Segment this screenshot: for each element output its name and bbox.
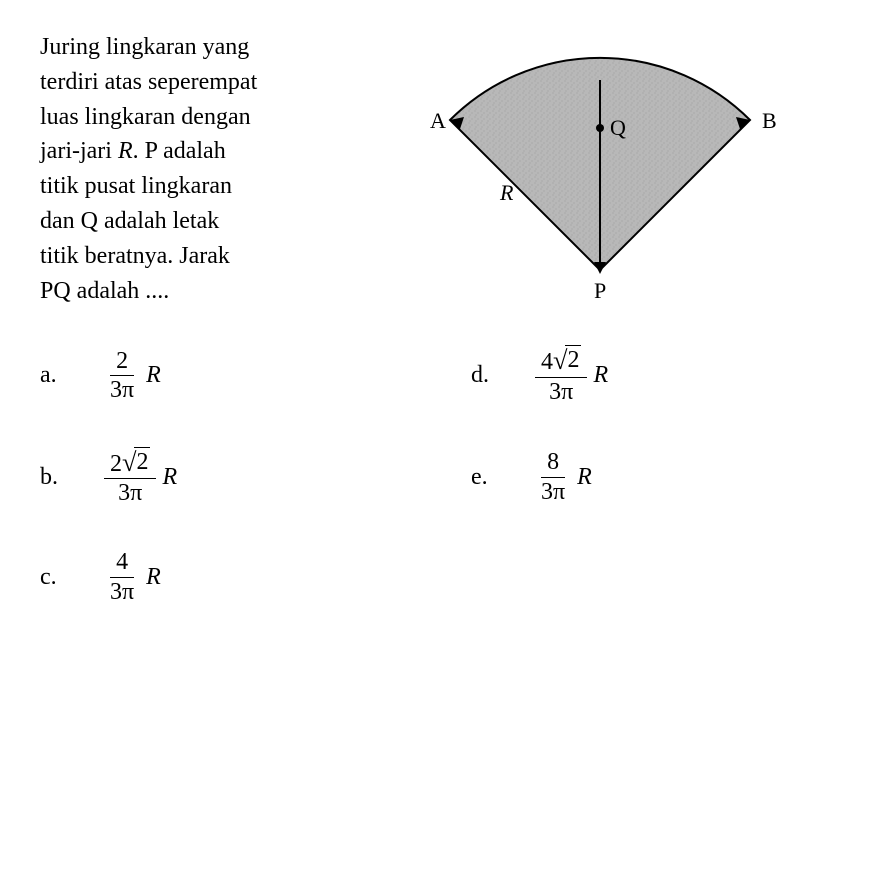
option-c: c. 4 3π R [40, 548, 411, 607]
q-line4r: R [118, 138, 133, 164]
q-line2: terdiri atas seperempat [40, 69, 257, 95]
opt-e-frac: 8 3π [535, 448, 571, 507]
opt-e-num: 8 [541, 448, 565, 478]
q-line7: titik beratnya. Jarak [40, 243, 230, 269]
q-line4a: jari-jari [40, 138, 118, 164]
opt-e-letter: e. [471, 464, 531, 491]
opt-e-trail: R [577, 464, 592, 491]
opt-c-trail: R [146, 564, 161, 591]
opt-b-letter: b. [40, 464, 100, 491]
opt-b-sqrt-arg: 2 [134, 447, 150, 477]
opt-d-letter: d. [471, 362, 531, 389]
option-b: b. 2√2 3π R [40, 447, 411, 509]
figure: A B Q R P [390, 30, 842, 315]
opt-d-sqrt: √2 [553, 345, 581, 377]
opt-c-frac: 4 3π [104, 548, 140, 607]
q-line5: titik pusat lingkaran [40, 173, 232, 199]
question-text: Juring lingkaran yang terdiri atas seper… [40, 30, 370, 308]
opt-a-den: 3π [104, 376, 140, 405]
q-line8: PQ adalah .... [40, 278, 169, 304]
opt-b-sqrt: √2 [122, 447, 150, 479]
opt-b-trail: R [162, 464, 177, 491]
q-line1: Juring lingkaran yang [40, 34, 249, 60]
q-line3: luas lingkaran dengan [40, 104, 251, 130]
opt-c-letter: c. [40, 564, 100, 591]
option-d: d. 4√2 3π R [471, 345, 842, 407]
opt-d-sqrt-arg: 2 [565, 345, 581, 375]
q-line6: dan Q adalah letak [40, 208, 219, 234]
q-line4b: . P adalah [133, 138, 226, 164]
opt-d-num: 4√2 [535, 345, 587, 378]
opt-d-frac: 4√2 3π [535, 345, 587, 407]
opt-e-den: 3π [535, 478, 571, 507]
label-r: R [499, 180, 514, 205]
opt-d-trail: R [593, 362, 608, 389]
opt-b-num-pre: 2 [110, 451, 122, 477]
q-point [596, 124, 604, 132]
opt-b-frac: 2√2 3π [104, 447, 156, 509]
top-row: Juring lingkaran yang terdiri atas seper… [40, 30, 842, 315]
options: a. 2 3π R d. 4√2 3π R b. 2√2 3π R e. 8 3 [40, 345, 842, 607]
opt-a-letter: a. [40, 362, 100, 389]
opt-b-num: 2√2 [104, 447, 156, 480]
label-a: A [430, 108, 446, 133]
opt-b-den: 3π [112, 479, 148, 508]
label-q: Q [610, 115, 626, 140]
label-p: P [594, 278, 606, 303]
sector-svg: A B Q R P [390, 50, 810, 310]
opt-d-num-pre: 4 [541, 349, 553, 375]
option-e: e. 8 3π R [471, 447, 842, 509]
opt-a-trail: R [146, 362, 161, 389]
opt-a-frac: 2 3π [104, 347, 140, 406]
label-b: B [762, 108, 777, 133]
opt-a-num: 2 [110, 347, 134, 377]
opt-c-num: 4 [110, 548, 134, 578]
opt-c-den: 3π [104, 578, 140, 607]
opt-d-den: 3π [543, 378, 579, 407]
option-a: a. 2 3π R [40, 345, 411, 407]
